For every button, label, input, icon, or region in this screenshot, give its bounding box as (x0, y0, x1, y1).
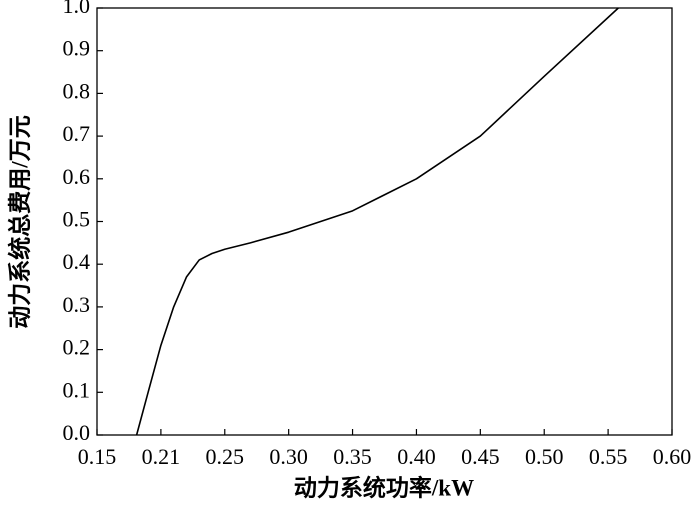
y-tick-label: 1.0 (63, 0, 91, 18)
plot-frame (96, 7, 673, 436)
line-series (135, 7, 619, 436)
x-tick-label: 0.60 (653, 444, 692, 469)
y-tick-label: 0.6 (63, 164, 91, 189)
x-tick-label: 0.50 (525, 444, 564, 469)
x-axis-title: 动力系统功率/kW (294, 474, 474, 500)
x-tick-label: 0.15 (78, 444, 117, 469)
x-tick-label: 0.45 (461, 444, 500, 469)
y-tick-label: 0.5 (63, 207, 91, 232)
y-tick-label: 0.8 (63, 78, 91, 103)
x-tick-label: 0.21 (142, 444, 181, 469)
y-tick-label: 0.7 (63, 121, 91, 146)
x-tick-label: 0.55 (589, 444, 628, 469)
x-tick-label: 0.40 (397, 444, 436, 469)
y-tick-label: 0.4 (63, 249, 91, 274)
y-tick-label: 0.1 (63, 377, 91, 402)
x-tick-label: 0.25 (206, 444, 245, 469)
y-tick-label: 0.2 (63, 335, 91, 360)
y-tick-label: 0.3 (63, 292, 91, 317)
x-tick-label: 0.35 (333, 444, 372, 469)
x-tick-label: 0.30 (269, 444, 308, 469)
y-tick-label: 0.0 (63, 420, 91, 445)
y-tick-label: 0.9 (63, 36, 91, 61)
y-axis-title: 动力系统总费用/万元 (6, 115, 32, 328)
